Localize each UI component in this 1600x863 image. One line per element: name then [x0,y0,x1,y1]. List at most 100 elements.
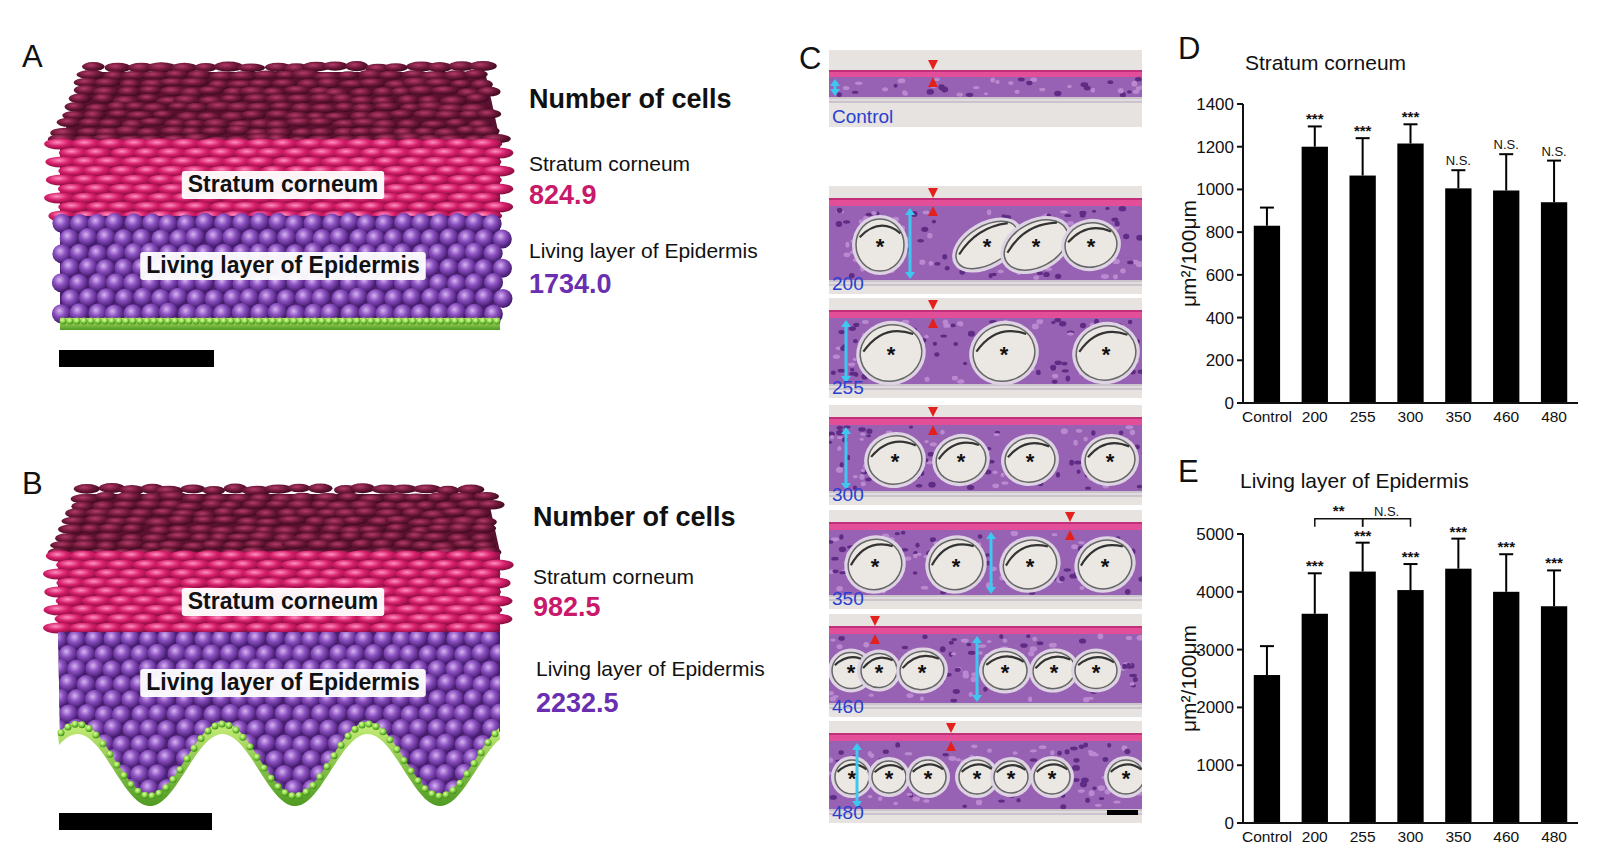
nucleus [955,667,961,672]
membrane-bead [284,318,291,325]
stratum-corneum-edge [829,522,1142,524]
nucleus [940,334,947,337]
membrane-bead [466,318,473,325]
membrane-bead [74,318,81,325]
membrane [829,97,1142,103]
nucleus [1130,429,1135,435]
stratum-corneum-face [58,552,500,632]
cornified-cell [351,539,374,549]
keratinocyte [373,749,392,768]
nucleus [924,440,928,443]
membrane-bead [121,772,128,779]
nucleus [1077,470,1081,474]
membrane-bead [310,782,317,789]
egg-marker: * [1026,554,1035,579]
top-surface [60,72,500,140]
nucleus [1136,261,1142,267]
layer-label-box [140,669,426,697]
cornified-cell [64,102,86,111]
cornified-cell [278,516,307,525]
cornified-cell [185,103,209,113]
cornified-cell [327,541,352,550]
nucleus [924,335,929,339]
nucleus [836,221,843,227]
cornified-cell [350,483,374,493]
egg-marker: * [1000,342,1009,367]
egg-space [1065,314,1142,391]
nucleus [1137,485,1142,489]
egg-shell [1002,434,1059,486]
cornified-cell [378,71,403,80]
layer-label-text: Living layer of Epidermis [146,252,420,278]
cornified-cell [284,86,312,95]
membrane-bead [305,318,312,325]
cornified-cell [95,492,118,501]
nucleus [1138,370,1142,374]
egg-marker: * [876,234,885,259]
egg [991,528,1068,602]
cyan-arrowhead [830,79,840,86]
membrane-bead [471,760,478,767]
nucleus [919,259,925,264]
membrane-bead [263,318,270,325]
membrane-bead [93,731,100,738]
cornified-cell [201,127,228,136]
egg-marker: * [1026,449,1035,474]
keratinocyte [176,719,195,738]
egg-space [962,313,1046,393]
keratinocyte [346,764,365,783]
nucleus [838,369,846,373]
egg-shell [1062,219,1121,271]
membrane-bead [149,792,156,799]
keratinocyte [475,288,494,307]
nucleus [1010,531,1018,535]
egg-shell [1082,434,1139,486]
nucleus [895,532,900,535]
nucleus [836,467,843,473]
nucleus [1107,80,1113,84]
membrane-bead [326,318,333,325]
membrane-bead [233,726,240,733]
membrane-bead [256,318,263,325]
layer-label: Stratum corneum [182,171,384,199]
egg [962,313,1046,393]
egg [1057,214,1125,276]
red-arrowhead [928,425,938,435]
nucleus [1111,218,1118,222]
cornified-cell [448,523,474,533]
nucleus [1052,380,1058,384]
nucleus [871,211,877,215]
nucleus [1003,639,1008,643]
nucleus [953,342,958,346]
stratum-corneum [829,417,1142,425]
nucleus [951,638,957,641]
membrane-bead [275,783,282,790]
cornified-cell [384,63,408,71]
stratum-corneum [829,70,1142,77]
nucleus [1030,646,1037,651]
nucleus [1125,425,1133,429]
membrane-bead [345,733,352,740]
egg-marker: * [1106,449,1115,474]
nucleus [930,442,937,446]
membrane-bead [65,724,72,731]
cornified-cell [477,109,502,118]
nucleus [1067,332,1074,335]
cornified-cell [474,492,499,501]
keratinocyte [212,780,231,799]
membrane-bead [443,791,450,798]
membrane-bead [340,318,347,325]
nucleus [1018,78,1025,82]
nucleus [1123,234,1129,239]
histology-image: *** [829,298,1147,398]
nucleus [1001,481,1008,485]
egg [1065,314,1142,391]
nucleus [843,220,850,223]
membrane-bead [289,792,296,799]
egg [917,527,995,603]
nucleus [1020,643,1027,648]
keratinocyte [50,749,69,768]
membrane-bead [156,790,163,797]
membrane-bead [193,318,200,325]
membrane [829,595,1142,601]
